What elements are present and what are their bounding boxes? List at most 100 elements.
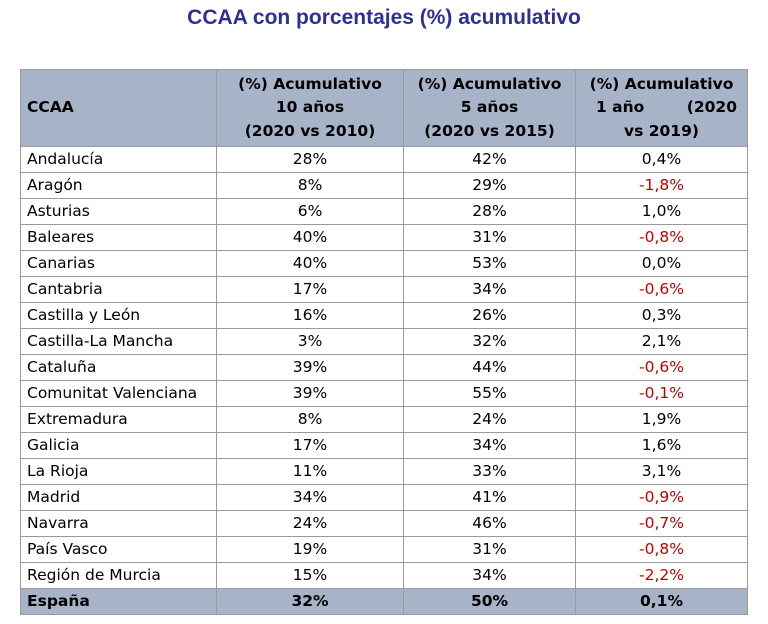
value-1-year-cell: 0,1% (575, 588, 748, 615)
table-row: Comunitat Valenciana 39% 55% -0,1% (20, 380, 748, 407)
value-1-year-cell: -1,8% (575, 172, 748, 199)
header-10-years-line3: (2020 vs 2010) (244, 121, 376, 140)
value-5-years-cell: 31% (403, 536, 576, 563)
value-10-years-cell: 28% (216, 146, 404, 173)
ccaa-table: CCAA (%) Acumulativo 10 años (2020 vs 20… (20, 69, 748, 615)
region-name-cell: La Rioja (20, 458, 217, 485)
region-name-cell: Cantabria (20, 276, 217, 303)
region-name-cell: Aragón (20, 172, 217, 199)
value-10-years-cell: 8% (216, 406, 404, 433)
value-10-years-cell: 24% (216, 510, 404, 537)
value-5-years-cell: 26% (403, 302, 576, 329)
header-5-years-line1: (%) Acumulativo (417, 74, 562, 93)
value-5-years-cell: 33% (403, 458, 576, 485)
value-5-years-cell: 46% (403, 510, 576, 537)
value-10-years-cell: 34% (216, 484, 404, 511)
value-5-years-cell: 34% (403, 432, 576, 459)
value-10-years-cell: 8% (216, 172, 404, 199)
value-1-year-cell: 3,1% (575, 458, 748, 485)
value-5-years-cell: 41% (403, 484, 576, 511)
region-name-cell: Galicia (20, 432, 217, 459)
region-name-cell: País Vasco (20, 536, 217, 563)
value-10-years-cell: 11% (216, 458, 404, 485)
value-1-year-cell: 2,1% (575, 328, 748, 355)
value-10-years-cell: 39% (216, 380, 404, 407)
value-1-year-cell: 1,0% (575, 198, 748, 225)
region-name-cell: Cataluña (20, 354, 217, 381)
value-5-years-cell: 31% (403, 224, 576, 251)
value-5-years-cell: 50% (403, 588, 576, 615)
value-1-year-cell: 1,9% (575, 406, 748, 433)
header-1-year: (%) Acumulativo 1 año (2020 vs 2019) (575, 69, 748, 147)
header-5-years: (%) Acumulativo 5 años (2020 vs 2015) (403, 69, 576, 147)
page-title: CCAA con porcentajes (%) acumulativo (187, 6, 581, 29)
value-5-years-cell: 32% (403, 328, 576, 355)
value-10-years-cell: 19% (216, 536, 404, 563)
total-row: España 32% 50% 0,1% (20, 588, 748, 615)
header-5-years-line3: (2020 vs 2015) (424, 121, 555, 140)
region-name-cell: Castilla-La Mancha (20, 328, 217, 355)
table-row: Galicia 17% 34% 1,6% (20, 432, 748, 459)
header-1-year-line2a: 1 año (596, 98, 645, 117)
region-name-cell: Región de Murcia (20, 562, 217, 589)
header-ccaa: CCAA (20, 69, 217, 147)
table-row: Región de Murcia 15% 34% -2,2% (20, 562, 748, 589)
value-10-years-cell: 3% (216, 328, 404, 355)
header-5-years-line2: 5 años (460, 98, 519, 117)
value-5-years-cell: 42% (403, 146, 576, 173)
value-10-years-cell: 32% (216, 588, 404, 615)
value-1-year-cell: -0,8% (575, 536, 748, 563)
header-10-years-line1: (%) Acumulativo (238, 74, 382, 93)
value-5-years-cell: 34% (403, 562, 576, 589)
value-10-years-cell: 40% (216, 224, 404, 251)
value-1-year-cell: 0,4% (575, 146, 748, 173)
header-10-years: (%) Acumulativo 10 años (2020 vs 2010) (216, 69, 404, 147)
table-row: Asturias 6% 28% 1,0% (20, 198, 748, 225)
table-header-row: CCAA (%) Acumulativo 10 años (2020 vs 20… (20, 69, 748, 147)
value-10-years-cell: 17% (216, 432, 404, 459)
region-name-cell: Navarra (20, 510, 217, 537)
header-1-year-line2b: (2020 (686, 98, 737, 117)
header-1-year-line1: (%) Acumulativo (589, 74, 734, 93)
value-10-years-cell: 15% (216, 562, 404, 589)
region-name-cell: Madrid (20, 484, 217, 511)
table-row: La Rioja 11% 33% 3,1% (20, 458, 748, 485)
value-10-years-cell: 39% (216, 354, 404, 381)
table-body: Andalucía 28% 42% 0,4% Aragón 8% 29% -1,8% Astur… (20, 146, 748, 615)
value-5-years-cell: 29% (403, 172, 576, 199)
region-name-cell: España (20, 588, 217, 615)
value-1-year-cell: -0,7% (575, 510, 748, 537)
table-row: Castilla y León 16% 26% 0,3% (20, 302, 748, 329)
value-1-year-cell: -0,1% (575, 380, 748, 407)
region-name-cell: Asturias (20, 198, 217, 225)
region-name-cell: Canarias (20, 250, 217, 277)
table-row: Baleares 40% 31% -0,8% (20, 224, 748, 251)
value-1-year-cell: -0,6% (575, 354, 748, 381)
value-1-year-cell: 0,3% (575, 302, 748, 329)
table-row: País Vasco 19% 31% -0,8% (20, 536, 748, 563)
table-row: Aragón 8% 29% -1,8% (20, 172, 748, 199)
table-row: Canarias 40% 53% 0,0% (20, 250, 748, 277)
value-10-years-cell: 16% (216, 302, 404, 329)
value-1-year-cell: 1,6% (575, 432, 748, 459)
region-name-cell: Extremadura (20, 406, 217, 433)
table-row: Cantabria 17% 34% -0,6% (20, 276, 748, 303)
value-5-years-cell: 53% (403, 250, 576, 277)
region-name-cell: Castilla y León (20, 302, 217, 329)
value-5-years-cell: 44% (403, 354, 576, 381)
value-5-years-cell: 34% (403, 276, 576, 303)
table-row: Madrid 34% 41% -0,9% (20, 484, 748, 511)
value-10-years-cell: 40% (216, 250, 404, 277)
header-1-year-line2: 1 año (2020 (576, 96, 747, 120)
region-name-cell: Comunitat Valenciana (20, 380, 217, 407)
table-row: Castilla-La Mancha 3% 32% 2,1% (20, 328, 748, 355)
value-5-years-cell: 55% (403, 380, 576, 407)
value-10-years-cell: 6% (216, 198, 404, 225)
value-1-year-cell: -0,9% (575, 484, 748, 511)
region-name-cell: Baleares (20, 224, 217, 251)
table-row: Extremadura 8% 24% 1,9% (20, 406, 748, 433)
value-1-year-cell: -0,6% (575, 276, 748, 303)
table-row: Navarra 24% 46% -0,7% (20, 510, 748, 537)
value-1-year-cell: -2,2% (575, 562, 748, 589)
value-1-year-cell: -0,8% (575, 224, 748, 251)
